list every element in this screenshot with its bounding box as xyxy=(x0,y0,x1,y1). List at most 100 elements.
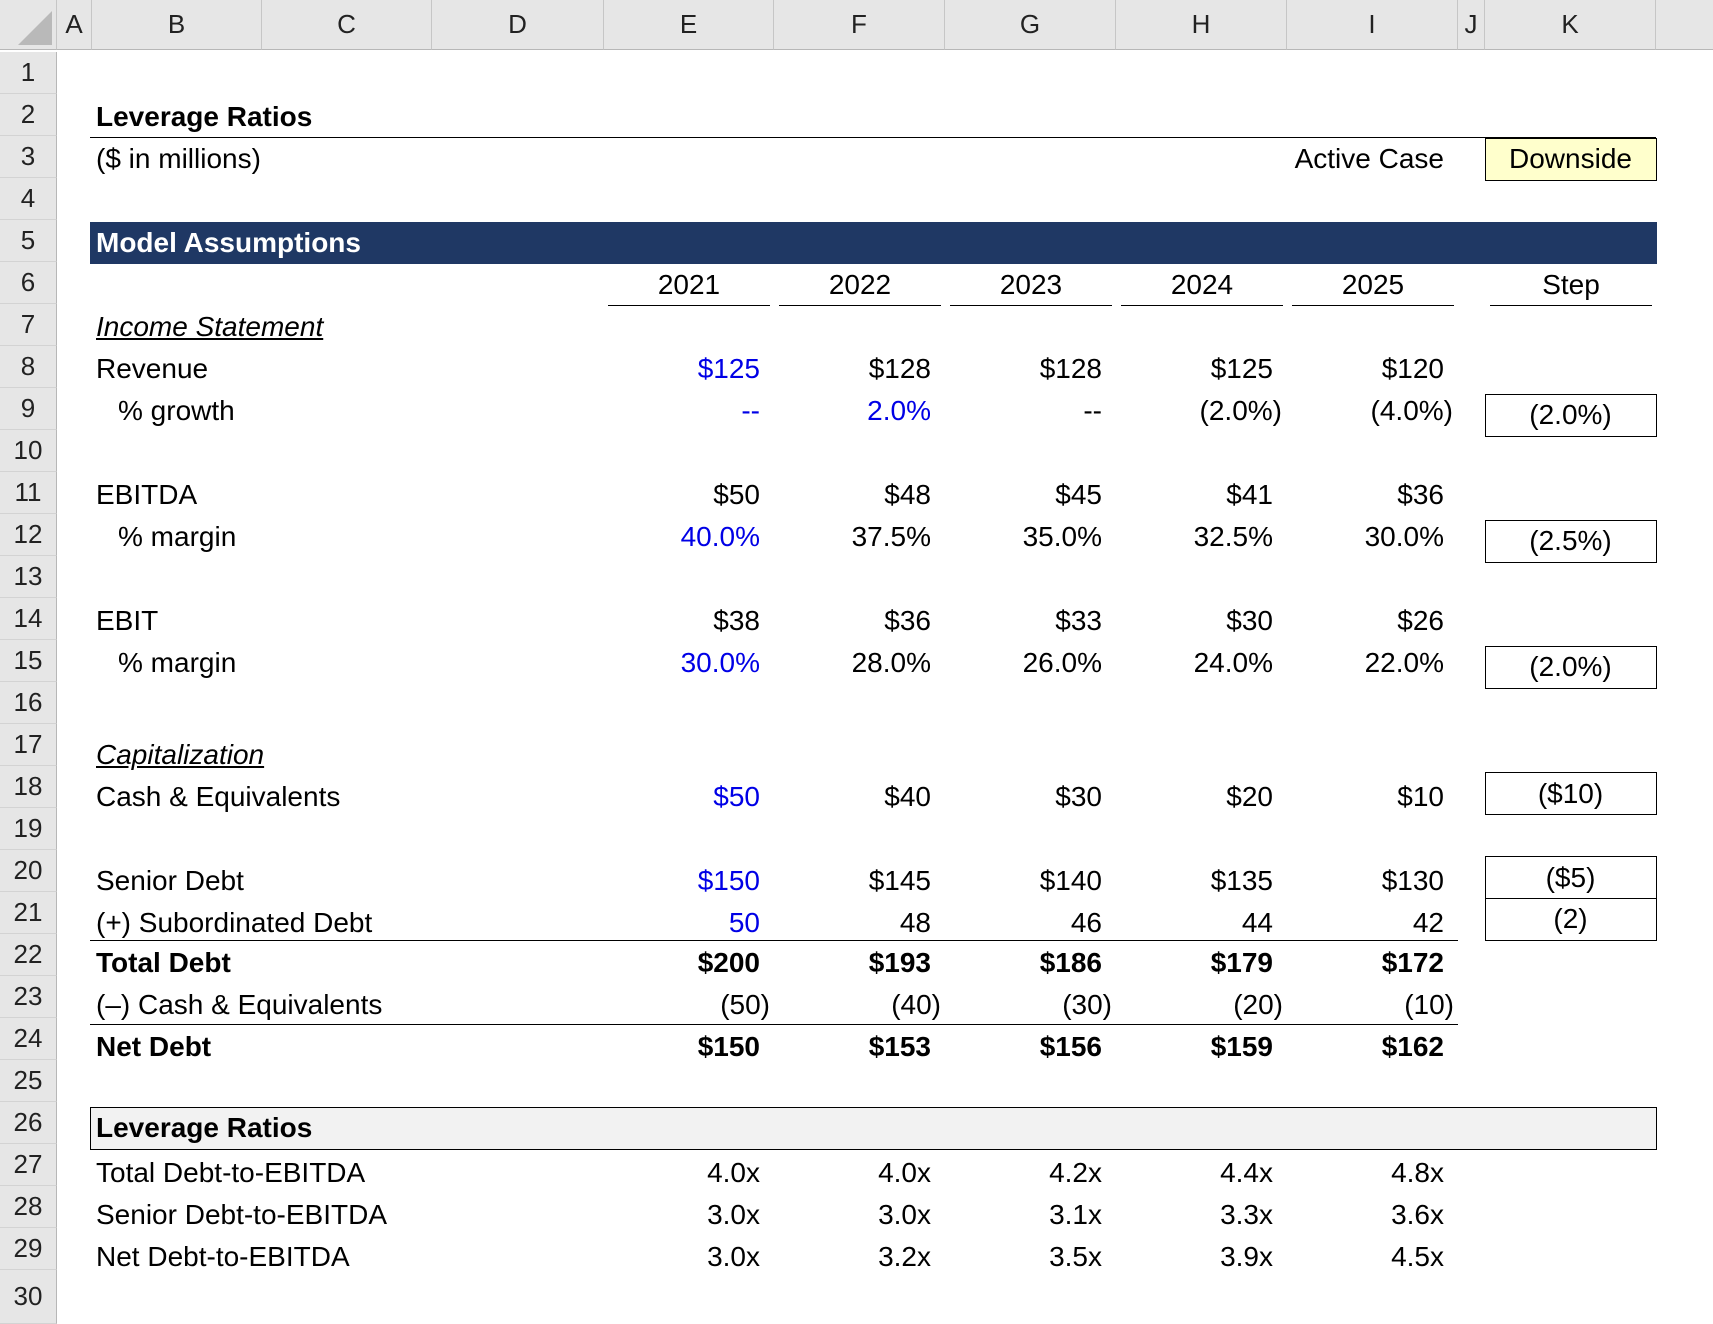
model-assumptions-header[interactable]: Model Assumptions xyxy=(90,222,1657,264)
row-header[interactable]: 25 xyxy=(0,1060,57,1102)
row-header[interactable]: 14 xyxy=(0,598,57,640)
column-header-f[interactable]: F xyxy=(774,0,945,50)
net-debt-ebitda-label[interactable]: Net Debt-to-EBITDA xyxy=(96,1241,350,1272)
total-debt-cell[interactable]: $200 xyxy=(697,947,760,978)
ebitda-cell[interactable]: $36 xyxy=(1397,479,1444,510)
ebitda-margin-label[interactable]: % margin xyxy=(118,521,237,552)
total-debt-cell[interactable]: $172 xyxy=(1381,947,1444,978)
row-header[interactable]: 10 xyxy=(0,430,57,472)
ebitda-margin-step-input[interactable]: (2.5%) xyxy=(1485,520,1657,563)
less-cash-label[interactable]: (–) Cash & Equivalents xyxy=(96,989,383,1020)
ebit-margin-cell[interactable]: 24.0% xyxy=(1193,647,1273,678)
row-header[interactable]: 23 xyxy=(0,976,57,1018)
year-header[interactable]: 2022 xyxy=(828,269,892,300)
sub-debt-cell[interactable]: 48 xyxy=(899,907,931,938)
less-cash-cell[interactable]: (20) xyxy=(1233,989,1283,1020)
net-debt-ebitda-cell[interactable]: 3.2x xyxy=(878,1241,931,1272)
ebitda-margin-cell[interactable]: 35.0% xyxy=(1022,521,1102,552)
row-header[interactable]: 9 xyxy=(0,388,57,430)
ebitda-margin-cell[interactable]: 40.0% xyxy=(680,521,760,552)
row-header[interactable]: 24 xyxy=(0,1018,57,1060)
column-header-k[interactable]: K xyxy=(1485,0,1656,50)
capitalization-section[interactable]: Capitalization xyxy=(96,739,265,770)
revenue-cell[interactable]: $125 xyxy=(697,353,760,384)
total-debt-ebitda-cell[interactable]: 4.8x xyxy=(1391,1157,1444,1188)
ebit-margin-step-input[interactable]: (2.0%) xyxy=(1485,646,1657,689)
sub-debt-label[interactable]: (+) Subordinated Debt xyxy=(96,907,373,938)
cash-cell[interactable]: $20 xyxy=(1226,781,1273,812)
revenue-label[interactable]: Revenue xyxy=(96,353,209,384)
row-header[interactable]: 4 xyxy=(0,178,57,220)
net-debt-cell[interactable]: $150 xyxy=(697,1031,760,1062)
row-header[interactable]: 19 xyxy=(0,808,57,850)
ebit-margin-cell[interactable]: 28.0% xyxy=(851,647,931,678)
row-header[interactable]: 15 xyxy=(0,640,57,682)
senior-debt-cell[interactable]: $130 xyxy=(1381,865,1444,896)
growth-cell[interactable]: 2.0% xyxy=(867,395,931,426)
year-header[interactable]: 2023 xyxy=(999,269,1063,300)
column-header-j[interactable]: J xyxy=(1458,0,1485,50)
ebitda-cell[interactable]: $45 xyxy=(1055,479,1102,510)
column-header-a[interactable]: A xyxy=(57,0,92,50)
senior-debt-ebitda-cell[interactable]: 3.0x xyxy=(707,1199,760,1230)
growth-step-input[interactable]: (2.0%) xyxy=(1485,394,1657,437)
row-header[interactable]: 28 xyxy=(0,1186,57,1228)
row-header[interactable]: 26 xyxy=(0,1102,57,1144)
net-debt-ebitda-cell[interactable]: 4.5x xyxy=(1391,1241,1444,1272)
select-all-corner[interactable] xyxy=(0,0,57,50)
ebit-margin-label[interactable]: % margin xyxy=(118,647,237,678)
column-header-b[interactable]: B xyxy=(92,0,262,50)
senior-debt-cell[interactable]: $150 xyxy=(697,865,760,896)
revenue-cell[interactable]: $128 xyxy=(1039,353,1102,384)
column-header-d[interactable]: D xyxy=(432,0,604,50)
cash-label[interactable]: Cash & Equivalents xyxy=(96,781,341,812)
senior-debt-cell[interactable]: $145 xyxy=(868,865,931,896)
year-header[interactable]: 2025 xyxy=(1341,269,1405,300)
growth-cell[interactable]: -- xyxy=(1083,395,1102,426)
row-header[interactable]: 20 xyxy=(0,850,57,892)
growth-cell[interactable]: (2.0%) xyxy=(1199,395,1282,426)
growth-cell[interactable]: -- xyxy=(741,395,760,426)
senior-debt-cell[interactable]: $135 xyxy=(1210,865,1273,896)
total-debt-ebitda-label[interactable]: Total Debt-to-EBITDA xyxy=(96,1157,366,1188)
net-debt-ebitda-cell[interactable]: 3.5x xyxy=(1049,1241,1102,1272)
total-debt-ebitda-cell[interactable]: 4.4x xyxy=(1220,1157,1273,1188)
row-header[interactable]: 21 xyxy=(0,892,57,934)
row-header[interactable]: 11 xyxy=(0,472,57,514)
row-header[interactable]: 18 xyxy=(0,766,57,808)
ebit-cell[interactable]: $36 xyxy=(884,605,931,636)
row-header[interactable]: 16 xyxy=(0,682,57,724)
active-case-input[interactable]: Downside xyxy=(1485,138,1657,181)
cash-cell[interactable]: $50 xyxy=(713,781,760,812)
revenue-cell[interactable]: $128 xyxy=(868,353,931,384)
row-header[interactable]: 12 xyxy=(0,514,57,556)
ebit-margin-cell[interactable]: 30.0% xyxy=(680,647,760,678)
row-header[interactable]: 1 xyxy=(0,52,57,94)
net-debt-cell[interactable]: $159 xyxy=(1210,1031,1273,1062)
less-cash-cell[interactable]: (50) xyxy=(720,989,770,1020)
total-debt-cell[interactable]: $186 xyxy=(1039,947,1102,978)
column-header-i[interactable]: I xyxy=(1287,0,1458,50)
row-header[interactable]: 3 xyxy=(0,136,57,178)
revenue-cell[interactable]: $120 xyxy=(1381,353,1444,384)
sub-debt-cell[interactable]: 44 xyxy=(1241,907,1273,938)
total-debt-ebitda-cell[interactable]: 4.0x xyxy=(707,1157,760,1188)
revenue-growth-label[interactable]: % growth xyxy=(118,395,235,426)
growth-cell[interactable]: (4.0%) xyxy=(1370,395,1453,426)
column-header-h[interactable]: H xyxy=(1116,0,1287,50)
row-header[interactable]: 5 xyxy=(0,220,57,262)
ebitda-cell[interactable]: $48 xyxy=(884,479,931,510)
ebit-margin-cell[interactable]: 26.0% xyxy=(1022,647,1102,678)
row-header[interactable]: 17 xyxy=(0,724,57,766)
total-debt-ebitda-cell[interactable]: 4.2x xyxy=(1049,1157,1102,1188)
senior-debt-ebitda-cell[interactable]: 3.1x xyxy=(1049,1199,1102,1230)
senior-debt-ebitda-cell[interactable]: 3.0x xyxy=(878,1199,931,1230)
ebit-label[interactable]: EBIT xyxy=(96,605,159,636)
total-debt-cell[interactable]: $193 xyxy=(868,947,931,978)
sub-debt-cell[interactable]: 50 xyxy=(728,907,760,938)
row-header[interactable]: 30 xyxy=(0,1270,57,1324)
row-header[interactable]: 6 xyxy=(0,262,57,304)
senior-debt-label[interactable]: Senior Debt xyxy=(96,865,244,896)
net-debt-cell[interactable]: $153 xyxy=(868,1031,931,1062)
